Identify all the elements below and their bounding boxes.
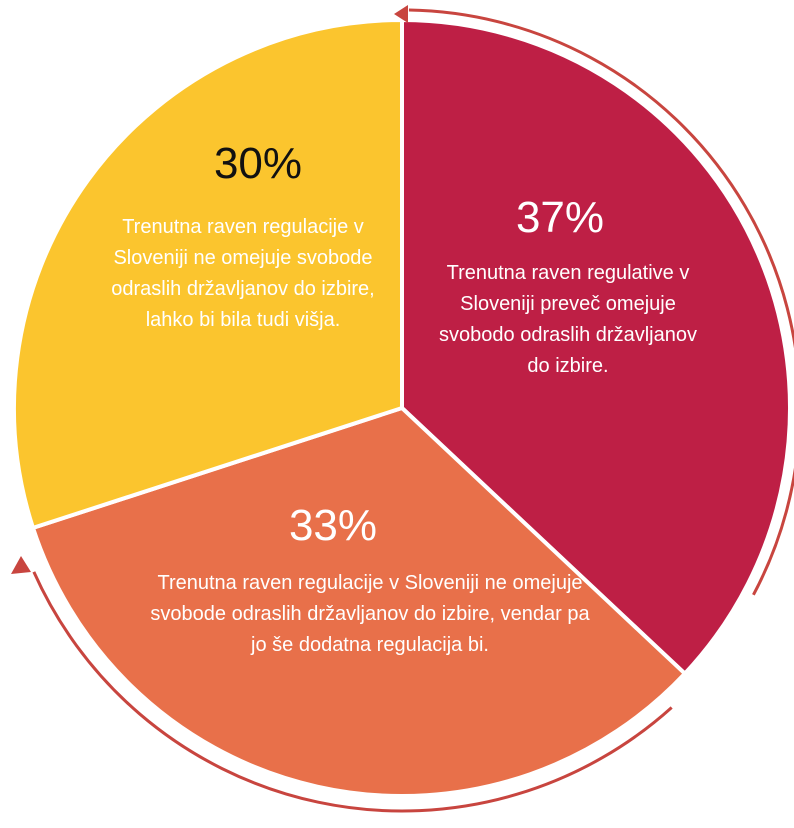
slice-label: Trenutna raven regulacije v Sloveniji ne… bbox=[150, 572, 590, 656]
value-label: 37% bbox=[515, 193, 605, 242]
slice-label: Trenutna raven regulative v Sloveniji pr… bbox=[439, 262, 697, 377]
arrow-arc bbox=[32, 571, 673, 813]
value-label: 30% bbox=[213, 139, 303, 188]
pie-slice bbox=[30, 406, 687, 798]
arrow-head bbox=[394, 5, 408, 23]
slice-label: Trenutna raven regulacije v Sloveniji ne… bbox=[111, 216, 375, 331]
value-label: 33% bbox=[288, 501, 378, 550]
pie-slice bbox=[400, 18, 792, 676]
pie-slice bbox=[12, 18, 404, 530]
arrow-head bbox=[11, 556, 31, 574]
